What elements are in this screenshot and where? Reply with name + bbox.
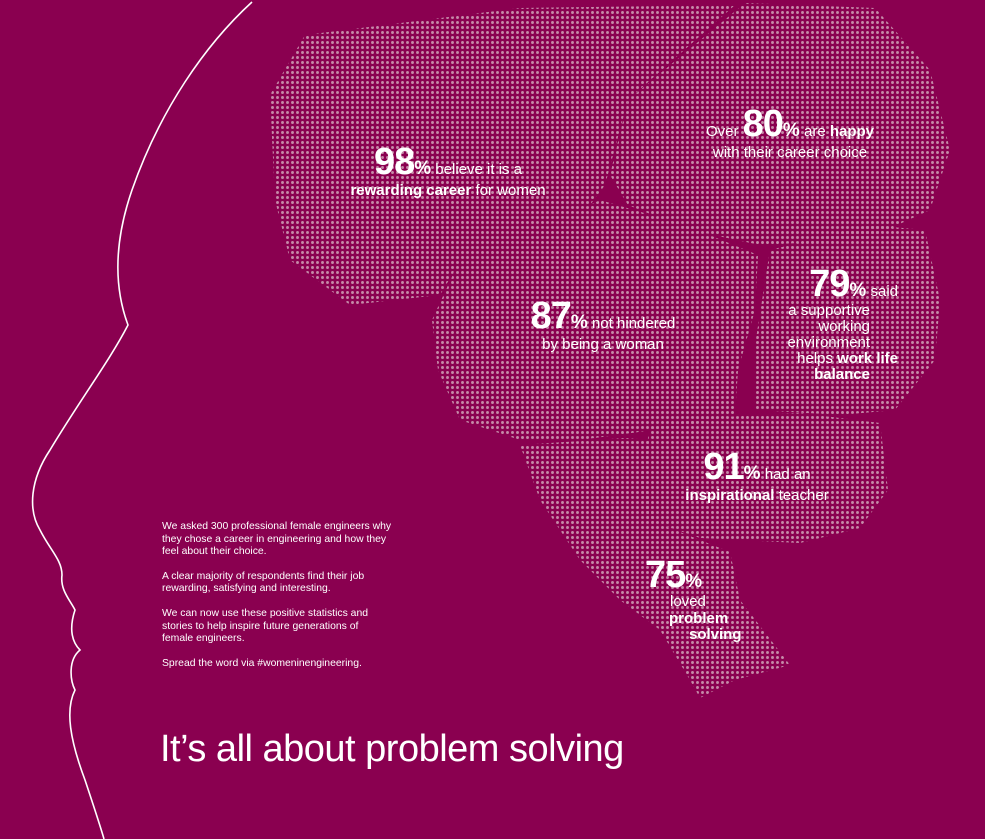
stat-75-line2: loved: [670, 593, 706, 610]
brain-lobe-87: [432, 200, 758, 440]
intro-paragraph-4: Spread the word via #womeninengineering.: [162, 657, 362, 669]
stat-79-line5b: work life: [837, 350, 898, 367]
stat-79-line3: working: [818, 318, 870, 335]
stat-91-line2: teacher: [774, 486, 829, 504]
stat-87: 87% not hindered by being a woman: [513, 295, 693, 353]
stat-79-line5a: helps: [797, 350, 838, 367]
stat-80-percent: %: [782, 120, 800, 141]
page-headline: It’s all about problem solving: [160, 728, 624, 770]
stat-80-number: 80: [742, 103, 784, 145]
stat-87-number: 87: [530, 295, 572, 337]
stat-91-number: 91: [703, 446, 744, 488]
stat-87-line2: by being a woman: [542, 335, 664, 353]
brain-lobe-80: [610, 3, 950, 245]
brain-lobe-91: [640, 413, 888, 543]
stat-98-bold: rewarding career: [350, 181, 472, 199]
stat-79-line2: a supportive: [788, 302, 870, 319]
stat-91-percent: %: [743, 463, 761, 484]
stat-75-number: 75: [645, 554, 686, 596]
stat-98-line2: for women: [471, 181, 546, 199]
stat-80-mid: are: [799, 123, 830, 140]
stat-79-line1: said: [866, 283, 898, 300]
stat-98-line1: believe it is a: [431, 161, 523, 178]
intro-paragraph-1: We asked 300 professional female enginee…: [162, 521, 392, 558]
stat-98-percent: %: [414, 158, 432, 179]
stat-75-line4: solving: [689, 626, 742, 643]
stat-75: 75% loved problem solving: [645, 556, 745, 644]
brain-stem-75: [520, 438, 790, 698]
stat-91-line1: had an: [760, 466, 811, 483]
stat-98-number: 98: [373, 141, 415, 183]
stat-80-prefix: Over: [705, 123, 743, 140]
brain-lobe-79: [755, 225, 940, 415]
stat-80-bold: happy: [829, 123, 875, 140]
intro-text: We asked 300 professional female enginee…: [162, 521, 392, 682]
stat-79-line4: environment: [787, 334, 870, 351]
stat-91-bold: inspirational: [685, 486, 775, 504]
intro-paragraph-3: We can now use these positive statistics…: [162, 607, 368, 645]
stat-75-percent: %: [685, 571, 703, 592]
stat-79-line6: balance: [814, 366, 870, 383]
stat-87-line1: not hindered: [587, 315, 676, 332]
stat-98: 98% believe it is a rewarding career for…: [343, 141, 553, 199]
stat-79-percent: %: [849, 280, 867, 301]
stat-79-number: 79: [809, 263, 850, 305]
stat-79: 79% said a supportive working environmen…: [760, 265, 898, 383]
stat-91: 91% had an inspirational teacher: [682, 446, 832, 504]
face-profile-outline: [31, 1, 253, 839]
brain-lobe-98: [270, 5, 735, 305]
stat-80: Over 80% are happy with their career cho…: [700, 103, 880, 161]
intro-paragraph-2: A clear majority of respondents find the…: [162, 570, 365, 595]
stat-87-percent: %: [570, 312, 588, 333]
stat-75-line3: problem: [669, 609, 729, 627]
stat-80-line2: with their career choice: [712, 143, 868, 161]
